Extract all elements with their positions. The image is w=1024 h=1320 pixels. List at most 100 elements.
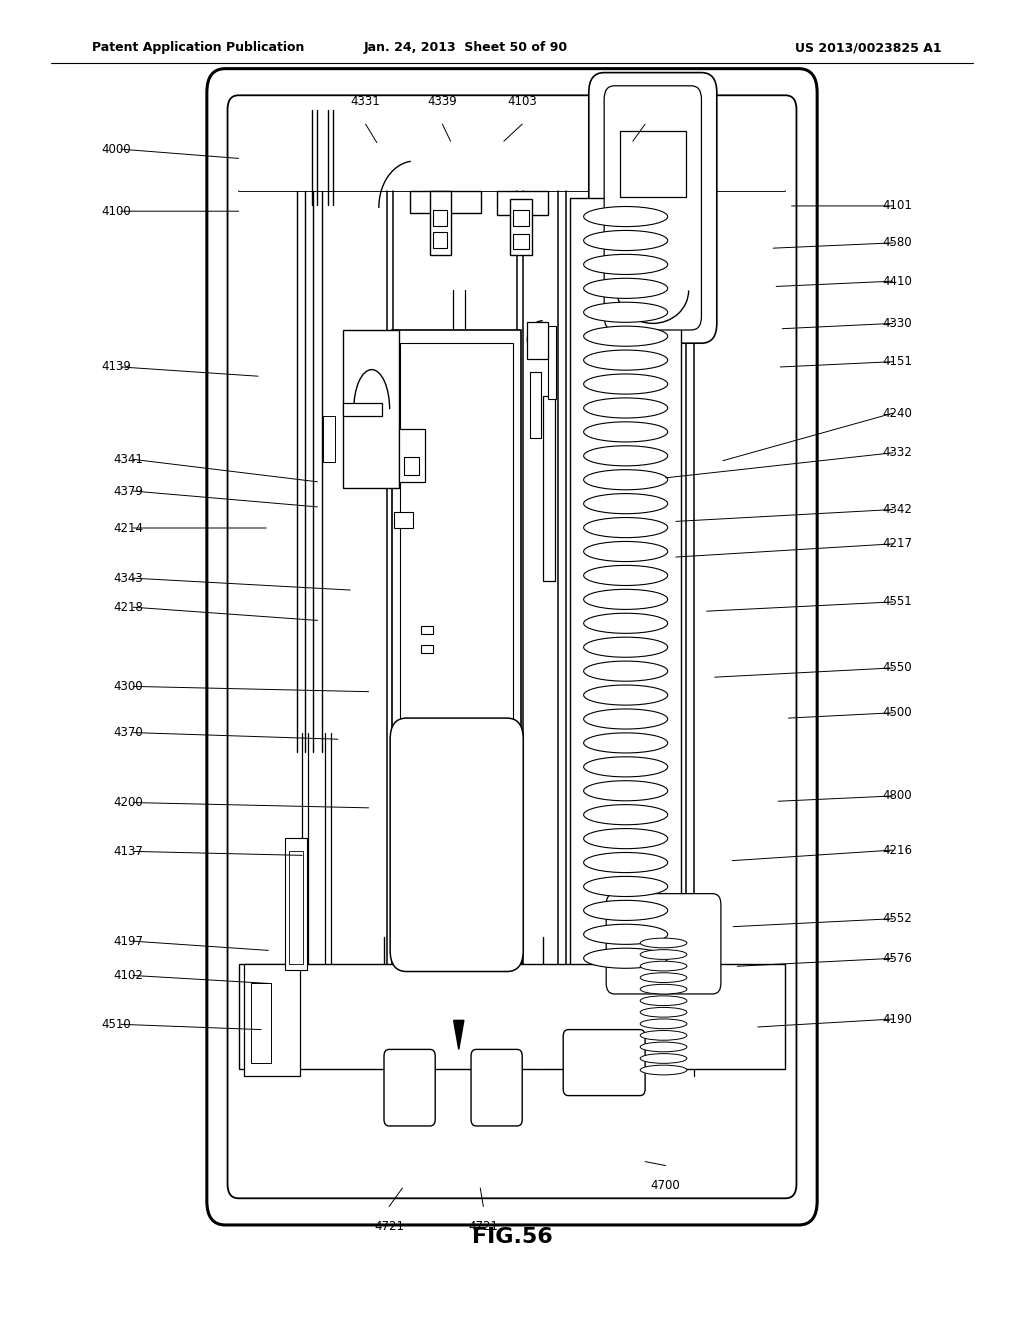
Ellipse shape: [640, 939, 687, 948]
Text: 4551: 4551: [883, 595, 912, 609]
Text: 4100: 4100: [101, 205, 131, 218]
Ellipse shape: [584, 685, 668, 705]
Text: 4190: 4190: [883, 1012, 912, 1026]
Text: 4510: 4510: [101, 1018, 131, 1031]
Text: 4550: 4550: [883, 661, 912, 675]
Text: 4103: 4103: [507, 95, 538, 108]
Bar: [513, 234, 529, 249]
Ellipse shape: [640, 1007, 687, 1018]
Text: 4151: 4151: [883, 355, 912, 368]
Ellipse shape: [584, 876, 668, 896]
Text: 4580: 4580: [883, 236, 912, 249]
Text: 4240: 4240: [883, 407, 912, 420]
Bar: [285, 838, 307, 970]
Bar: [421, 645, 433, 653]
FancyBboxPatch shape: [384, 1049, 435, 1126]
Ellipse shape: [584, 733, 668, 752]
FancyBboxPatch shape: [207, 69, 817, 1225]
Text: 4200: 4200: [114, 796, 143, 809]
Text: 4410: 4410: [883, 275, 912, 288]
Text: 4721: 4721: [468, 1220, 499, 1233]
Ellipse shape: [584, 517, 668, 537]
Bar: [430, 191, 451, 255]
Text: 4721: 4721: [374, 1220, 404, 1233]
Text: 4500: 4500: [883, 706, 912, 719]
Ellipse shape: [584, 924, 668, 944]
Bar: [421, 626, 433, 634]
Bar: [400, 343, 513, 970]
Ellipse shape: [640, 1019, 687, 1028]
Ellipse shape: [584, 350, 668, 370]
Bar: [251, 983, 271, 1063]
Text: 4101: 4101: [883, 199, 912, 213]
Text: 4370: 4370: [114, 726, 143, 739]
Bar: [530, 372, 541, 438]
Ellipse shape: [584, 805, 668, 825]
Ellipse shape: [584, 446, 668, 466]
Bar: [433, 210, 447, 226]
Bar: [399, 429, 425, 482]
FancyBboxPatch shape: [604, 86, 701, 330]
Ellipse shape: [584, 326, 668, 346]
Text: 4300: 4300: [114, 680, 143, 693]
Bar: [343, 403, 382, 416]
Ellipse shape: [640, 1031, 687, 1040]
Bar: [620, 131, 686, 197]
Bar: [239, 964, 785, 1069]
FancyBboxPatch shape: [606, 894, 721, 994]
Text: 4330: 4330: [883, 317, 912, 330]
Ellipse shape: [640, 1053, 687, 1064]
Bar: [543, 396, 555, 581]
Text: 4576: 4576: [883, 952, 912, 965]
Ellipse shape: [584, 756, 668, 777]
Text: 4137: 4137: [114, 845, 143, 858]
FancyBboxPatch shape: [563, 1030, 645, 1096]
Text: 4379: 4379: [114, 484, 143, 498]
Bar: [510, 199, 532, 255]
Ellipse shape: [584, 614, 668, 634]
Ellipse shape: [584, 231, 668, 251]
Ellipse shape: [640, 1065, 687, 1074]
FancyBboxPatch shape: [589, 73, 717, 343]
Bar: [239, 108, 785, 191]
Bar: [548, 326, 556, 399]
Text: 4411: 4411: [630, 95, 660, 108]
Text: 4800: 4800: [883, 789, 912, 803]
Bar: [244, 964, 300, 1076]
Ellipse shape: [584, 206, 668, 227]
Text: 4214: 4214: [114, 521, 143, 535]
Ellipse shape: [584, 279, 668, 298]
Bar: [433, 232, 447, 248]
Ellipse shape: [640, 949, 687, 960]
Ellipse shape: [584, 397, 668, 418]
Text: 4341: 4341: [114, 453, 143, 466]
Ellipse shape: [584, 780, 668, 801]
Ellipse shape: [584, 494, 668, 513]
FancyBboxPatch shape: [390, 718, 523, 972]
Bar: [289, 851, 303, 964]
Bar: [394, 512, 413, 528]
Bar: [404, 457, 419, 475]
Ellipse shape: [584, 374, 668, 395]
Ellipse shape: [584, 422, 668, 442]
FancyBboxPatch shape: [471, 1049, 522, 1126]
Text: 4332: 4332: [883, 446, 912, 459]
Text: 4218: 4218: [114, 601, 143, 614]
Polygon shape: [454, 1020, 464, 1049]
Text: US 2013/0023825 A1: US 2013/0023825 A1: [796, 41, 942, 54]
Bar: [323, 416, 335, 462]
Text: 4197: 4197: [114, 935, 143, 948]
Ellipse shape: [584, 255, 668, 275]
Ellipse shape: [584, 709, 668, 729]
Ellipse shape: [584, 470, 668, 490]
Ellipse shape: [640, 1041, 687, 1052]
Text: 4339: 4339: [427, 95, 458, 108]
Bar: [513, 210, 529, 226]
Text: 4700: 4700: [650, 1179, 681, 1192]
Bar: [392, 330, 521, 983]
Ellipse shape: [584, 565, 668, 586]
Text: 4102: 4102: [114, 969, 143, 982]
Ellipse shape: [584, 589, 668, 610]
Ellipse shape: [584, 829, 668, 849]
Text: 4217: 4217: [883, 537, 912, 550]
